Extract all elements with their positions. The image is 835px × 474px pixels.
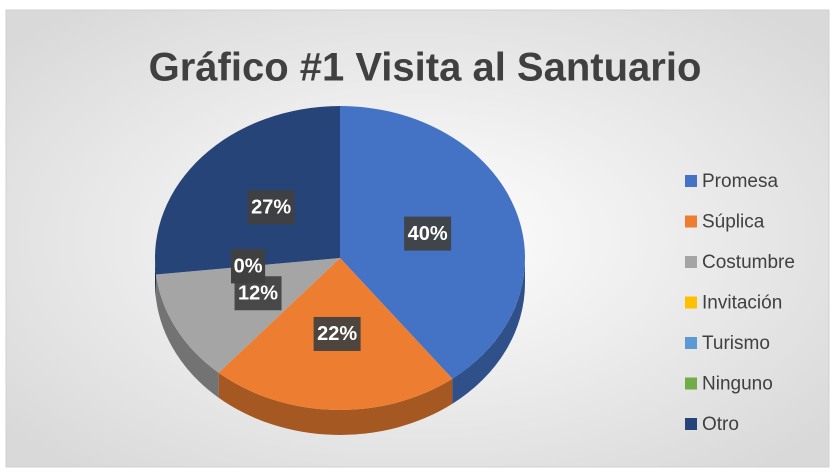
pie-side bbox=[155, 258, 157, 300]
pie-side bbox=[156, 274, 219, 398]
legend-label: Ninguno bbox=[702, 374, 773, 395]
legend-label: Turismo bbox=[702, 333, 770, 354]
data-label-box bbox=[404, 216, 452, 251]
pie-slice bbox=[155, 106, 340, 275]
data-label: 22% bbox=[317, 323, 357, 345]
data-label: 27% bbox=[251, 197, 291, 219]
legend-label: Invitación bbox=[702, 293, 782, 314]
legend-swatch bbox=[685, 296, 697, 309]
legend-swatch bbox=[685, 175, 697, 187]
legend-swatch bbox=[685, 418, 697, 430]
pie-side bbox=[452, 258, 525, 404]
data-label-box bbox=[247, 190, 295, 225]
data-label-box bbox=[313, 316, 361, 351]
data-label-box bbox=[231, 249, 266, 284]
legend-label: Otro bbox=[702, 414, 739, 435]
data-label: 12% bbox=[238, 283, 278, 305]
legend-label: Promesa bbox=[702, 171, 778, 192]
data-label: 40% bbox=[408, 223, 448, 245]
legend-swatch bbox=[685, 337, 697, 349]
legend-swatch bbox=[685, 256, 697, 268]
chart-title: Gráfico #1 Visita al Santuario bbox=[149, 46, 702, 90]
pie-slice bbox=[156, 258, 340, 373]
legend-label: Costumbre bbox=[702, 252, 795, 273]
legend-swatch bbox=[685, 215, 697, 228]
legend-label: Súplica bbox=[702, 212, 765, 233]
pie-side bbox=[218, 372, 453, 435]
legend-swatch bbox=[685, 377, 697, 390]
data-label: 0% bbox=[234, 256, 263, 278]
